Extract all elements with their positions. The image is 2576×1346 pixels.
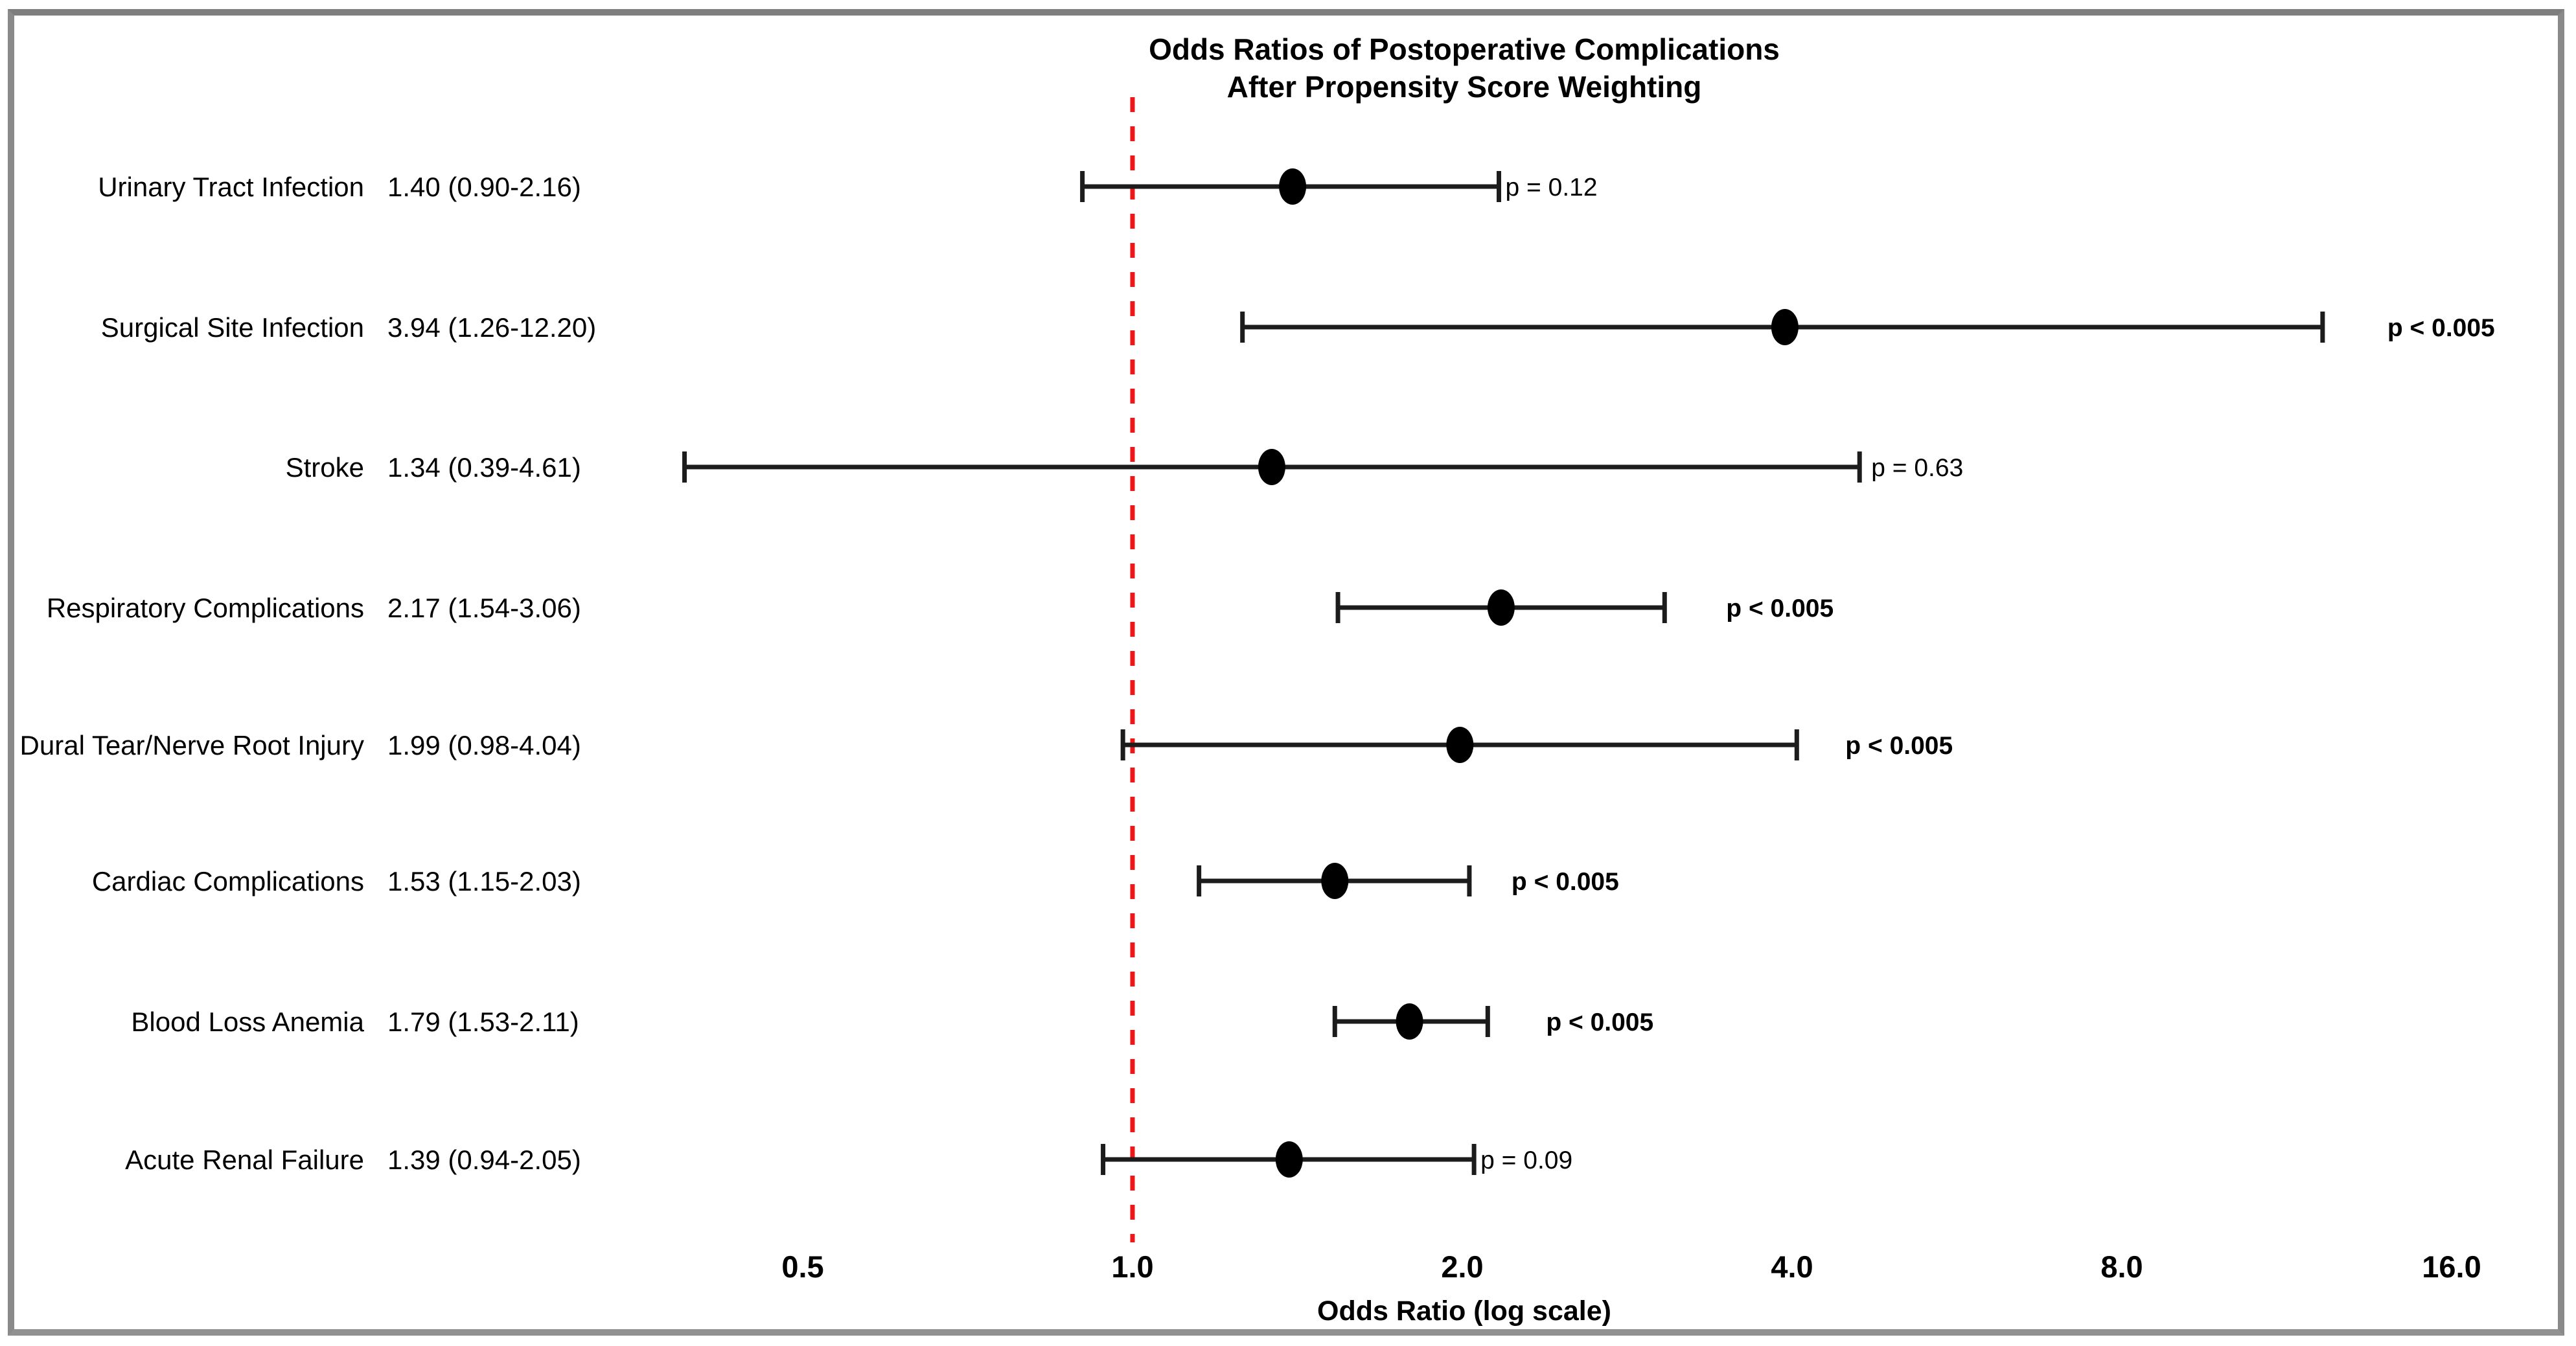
forest-row: Dural Tear/Nerve Root Injury 1.99 (0.98-4… — [20, 727, 1953, 763]
or-marker — [1321, 863, 1349, 899]
p-value-label: p = 0.63 — [1871, 454, 1963, 482]
chart-title-line1: Odds Ratios of Postoperative Complicatio… — [1149, 32, 1780, 66]
or-marker — [1446, 727, 1474, 763]
or-marker — [1487, 589, 1515, 626]
row-label: Respiratory Complications — [47, 593, 364, 623]
forest-row: Acute Renal Failure 1.39 (0.94-2.05) p = 0… — [125, 1141, 1572, 1178]
row-estimate: 1.39 (0.94-2.05) — [387, 1145, 581, 1175]
row-estimate: 2.17 (1.54-3.06) — [387, 593, 581, 623]
forest-row: Stroke 1.34 (0.39-4.61) p = 0.63 — [286, 449, 1963, 485]
row-estimate: 1.99 (0.98-4.04) — [387, 730, 581, 760]
x-tick-label: 0.5 — [781, 1249, 823, 1284]
or-marker — [1771, 309, 1799, 345]
forest-row: Urinary Tract Infection 1.40 (0.90-2.16) p… — [98, 168, 1598, 205]
x-axis-label: Odds Ratio (log scale) — [1317, 1295, 1611, 1327]
row-estimate: 1.34 (0.39-4.61) — [387, 452, 581, 483]
or-marker — [1279, 168, 1307, 205]
row-estimate: 3.94 (1.26-12.20) — [387, 312, 596, 343]
forest-row: Cardiac Complications 1.53 (1.15-2.03) p <… — [92, 863, 1619, 899]
forest-row: Blood Loss Anemia 1.79 (1.53-2.11) p < 0.0… — [131, 1003, 1653, 1040]
or-marker — [1396, 1003, 1423, 1040]
chart-title-line2: After Propensity Score Weighting — [1227, 70, 1702, 104]
p-value-label: p < 0.005 — [1546, 1009, 1653, 1036]
or-marker — [1258, 449, 1285, 485]
row-label: Urinary Tract Infection — [98, 172, 364, 202]
row-label: Cardiac Complications — [92, 866, 364, 896]
or-marker — [1275, 1141, 1303, 1178]
x-tick-label: 1.0 — [1111, 1249, 1153, 1284]
row-label: Stroke — [286, 452, 364, 483]
p-value-label: p < 0.005 — [1845, 732, 1953, 760]
row-estimate: 1.53 (1.15-2.03) — [387, 866, 581, 896]
row-estimate: 1.79 (1.53-2.11) — [387, 1007, 579, 1037]
p-value-label: p < 0.005 — [1726, 595, 1834, 622]
row-label: Blood Loss Anemia — [131, 1007, 364, 1037]
p-value-label: p = 0.12 — [1506, 174, 1598, 201]
row-label: Surgical Site Infection — [101, 312, 364, 343]
x-tick-label: 8.0 — [2100, 1249, 2143, 1284]
row-label: Acute Renal Failure — [125, 1145, 364, 1175]
p-value-label: p = 0.09 — [1480, 1146, 1572, 1174]
forest-row: Surgical Site Infection 3.94 (1.26-12.20)… — [101, 309, 2495, 345]
row-estimate: 1.40 (0.90-2.16) — [387, 172, 581, 202]
forest-row: Respiratory Complications 2.17 (1.54-3.06… — [47, 589, 1834, 626]
x-tick-label: 4.0 — [1771, 1249, 1813, 1284]
row-label: Dural Tear/Nerve Root Injury — [20, 730, 364, 760]
x-tick-label: 2.0 — [1441, 1249, 1483, 1284]
p-value-label: p < 0.005 — [1512, 868, 1619, 896]
x-tick-label: 16.0 — [2422, 1249, 2481, 1284]
p-value-label: p < 0.005 — [2387, 314, 2495, 342]
